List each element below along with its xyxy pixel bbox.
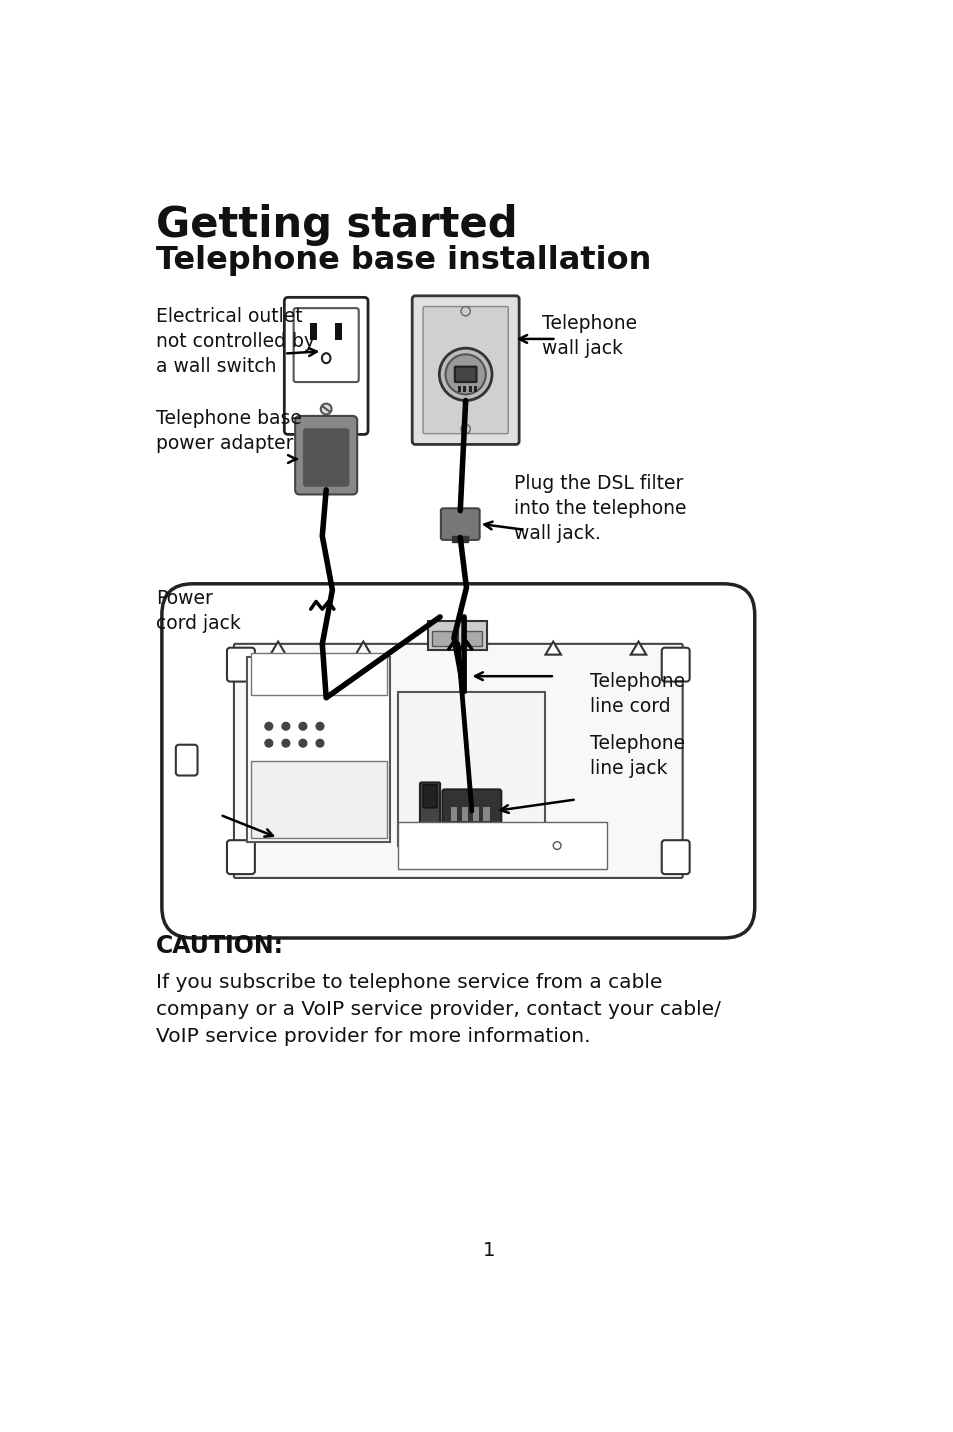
Text: CAUTION:: CAUTION: bbox=[155, 934, 283, 958]
Bar bbox=[452, 536, 468, 543]
Text: Telephone
line cord: Telephone line cord bbox=[590, 673, 685, 716]
Bar bbox=[251, 653, 386, 696]
Text: Telephone base installation: Telephone base installation bbox=[156, 245, 651, 276]
FancyBboxPatch shape bbox=[661, 647, 689, 682]
FancyBboxPatch shape bbox=[455, 367, 476, 382]
FancyBboxPatch shape bbox=[227, 647, 254, 682]
FancyBboxPatch shape bbox=[442, 789, 500, 832]
Bar bbox=[335, 322, 342, 339]
Bar bbox=[457, 385, 460, 392]
Polygon shape bbox=[355, 642, 371, 654]
Circle shape bbox=[460, 424, 470, 434]
Text: Electrical outlet
not controlled by
a wall switch: Electrical outlet not controlled by a wa… bbox=[155, 306, 314, 375]
Circle shape bbox=[298, 739, 307, 748]
FancyBboxPatch shape bbox=[162, 584, 754, 938]
Circle shape bbox=[265, 722, 273, 730]
Text: Power
cord jack: Power cord jack bbox=[155, 589, 240, 633]
Circle shape bbox=[265, 739, 273, 748]
Bar bbox=[461, 630, 481, 646]
Circle shape bbox=[460, 306, 470, 316]
Text: If you subscribe to telephone service from a cable
company or a VoIP service pro: If you subscribe to telephone service fr… bbox=[155, 972, 720, 1047]
Bar bbox=[461, 808, 468, 821]
Bar bbox=[472, 808, 478, 821]
Bar bbox=[397, 822, 607, 869]
Bar bbox=[468, 385, 472, 392]
Bar bbox=[428, 620, 487, 650]
Polygon shape bbox=[270, 642, 286, 654]
FancyBboxPatch shape bbox=[419, 782, 439, 828]
FancyBboxPatch shape bbox=[303, 428, 349, 487]
Bar bbox=[397, 692, 545, 845]
Bar bbox=[310, 322, 316, 339]
Bar bbox=[474, 385, 476, 392]
FancyBboxPatch shape bbox=[412, 296, 518, 444]
Bar bbox=[483, 808, 489, 821]
Circle shape bbox=[282, 722, 290, 730]
FancyBboxPatch shape bbox=[294, 308, 358, 382]
Bar bbox=[432, 630, 452, 646]
Circle shape bbox=[298, 722, 307, 730]
FancyBboxPatch shape bbox=[422, 785, 436, 808]
Circle shape bbox=[445, 354, 485, 394]
Circle shape bbox=[282, 739, 290, 748]
FancyBboxPatch shape bbox=[294, 415, 356, 494]
Circle shape bbox=[553, 842, 560, 849]
Text: Telephone base
power adapter: Telephone base power adapter bbox=[155, 410, 301, 453]
Bar bbox=[463, 385, 466, 392]
FancyBboxPatch shape bbox=[227, 841, 254, 874]
Circle shape bbox=[315, 739, 323, 748]
Polygon shape bbox=[545, 642, 560, 654]
Circle shape bbox=[315, 722, 323, 730]
Text: Plug the DSL filter
into the telephone
wall jack.: Plug the DSL filter into the telephone w… bbox=[514, 474, 686, 543]
Polygon shape bbox=[630, 642, 645, 654]
FancyBboxPatch shape bbox=[175, 745, 197, 776]
Circle shape bbox=[439, 348, 492, 401]
FancyBboxPatch shape bbox=[233, 644, 682, 878]
FancyBboxPatch shape bbox=[440, 508, 479, 540]
FancyBboxPatch shape bbox=[284, 298, 368, 434]
Bar bbox=[251, 760, 386, 838]
FancyBboxPatch shape bbox=[422, 306, 508, 434]
Text: Telephone
line jack: Telephone line jack bbox=[590, 735, 685, 778]
Bar bbox=[451, 808, 456, 821]
Ellipse shape bbox=[321, 354, 330, 364]
Text: Getting started: Getting started bbox=[156, 205, 517, 246]
Bar bbox=[247, 657, 390, 842]
Text: 1: 1 bbox=[482, 1240, 495, 1260]
Circle shape bbox=[320, 404, 332, 414]
Text: Telephone
wall jack: Telephone wall jack bbox=[541, 314, 636, 358]
FancyBboxPatch shape bbox=[661, 841, 689, 874]
